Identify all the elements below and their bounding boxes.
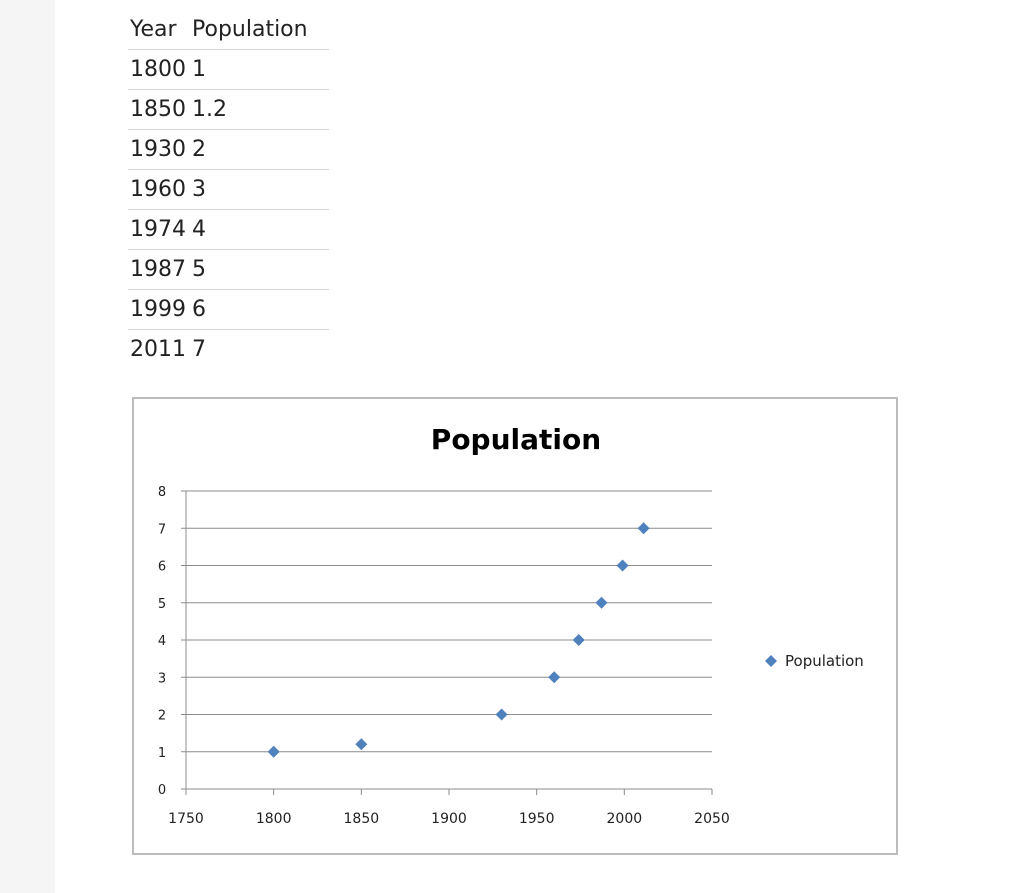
data-point <box>637 522 650 535</box>
x-axis-tick-labels: 1750 1800 1850 1900 1950 2000 2050 <box>168 811 730 827</box>
table-row: 2011 7 <box>128 330 329 370</box>
axes <box>181 490 713 795</box>
table-row: 1800 1 <box>128 49 329 90</box>
table-row: 1987 5 <box>128 249 329 290</box>
y-tick-label: 7 <box>158 522 166 537</box>
y-tick-label: 1 <box>158 746 166 761</box>
chart-title: Population <box>431 423 601 456</box>
data-point <box>595 596 608 609</box>
year-cell: 1930 <box>128 129 190 170</box>
x-tick-label: 2000 <box>607 811 643 827</box>
data-point <box>548 671 561 684</box>
table-row: 1960 3 <box>128 169 329 210</box>
table-row: 1974 4 <box>128 209 329 250</box>
population-cell: 2 <box>190 129 329 170</box>
legend: Population <box>765 652 864 670</box>
population-cell: 7 <box>192 337 206 362</box>
population-cell: 6 <box>190 289 329 330</box>
year-cell: 1974 <box>128 209 190 250</box>
year-cell: 1850 <box>128 89 190 130</box>
data-point <box>616 559 629 572</box>
y-tick-label: 5 <box>158 597 166 612</box>
population-cell: 1.2 <box>190 89 329 130</box>
y-tick-label: 3 <box>158 671 166 686</box>
table-header-row: Year Population <box>128 10 329 50</box>
x-tick-label: 2050 <box>694 811 730 827</box>
x-tick-label: 1900 <box>431 811 467 827</box>
column-header-population: Population <box>190 10 329 50</box>
table-row: 1850 1.2 <box>128 89 329 130</box>
scatter-chart: Population 0 1 2 3 4 5 6 7 8 1750 1800 1850 1900 195… <box>158 423 864 827</box>
population-table: Year Population 1800 1 1850 1.2 1930 2 1… <box>128 10 329 369</box>
x-tick-label: 1800 <box>256 811 292 827</box>
x-tick-label: 1850 <box>344 811 380 827</box>
y-tick-label: 4 <box>158 634 166 649</box>
year-cell: 2011 <box>130 337 186 362</box>
left-gutter <box>0 0 55 893</box>
gridlines <box>186 490 712 753</box>
y-tick-label: 8 <box>158 485 166 500</box>
y-tick-label: 0 <box>158 783 166 798</box>
legend-marker <box>765 655 777 667</box>
year-cell: 1999 <box>128 289 190 330</box>
population-cell: 4 <box>190 209 329 250</box>
data-point <box>267 745 280 758</box>
legend-label: Population <box>785 652 864 670</box>
population-cell: 1 <box>190 49 329 90</box>
population-cell: 5 <box>190 249 329 290</box>
column-header-year: Year <box>128 10 190 50</box>
data-points <box>267 522 650 758</box>
chart-frame: Population 0 1 2 3 4 5 6 7 8 1750 1800 1850 1900 195… <box>132 397 898 855</box>
y-tick-label: 2 <box>158 709 166 724</box>
data-point <box>572 634 585 646</box>
x-tick-label: 1750 <box>168 811 204 827</box>
data-point <box>495 708 508 721</box>
y-tick-label: 6 <box>158 560 166 575</box>
year-cell: 1960 <box>128 169 190 210</box>
year-cell: 1987 <box>128 249 190 290</box>
table-row: 1999 6 <box>128 289 329 330</box>
table-row: 1930 2 <box>128 129 329 170</box>
x-tick-label: 1950 <box>519 811 555 827</box>
population-cell: 3 <box>190 169 329 210</box>
year-cell: 1800 <box>128 49 190 90</box>
data-point <box>355 738 368 751</box>
y-axis-tick-labels: 0 1 2 3 4 5 6 7 8 <box>158 485 166 798</box>
